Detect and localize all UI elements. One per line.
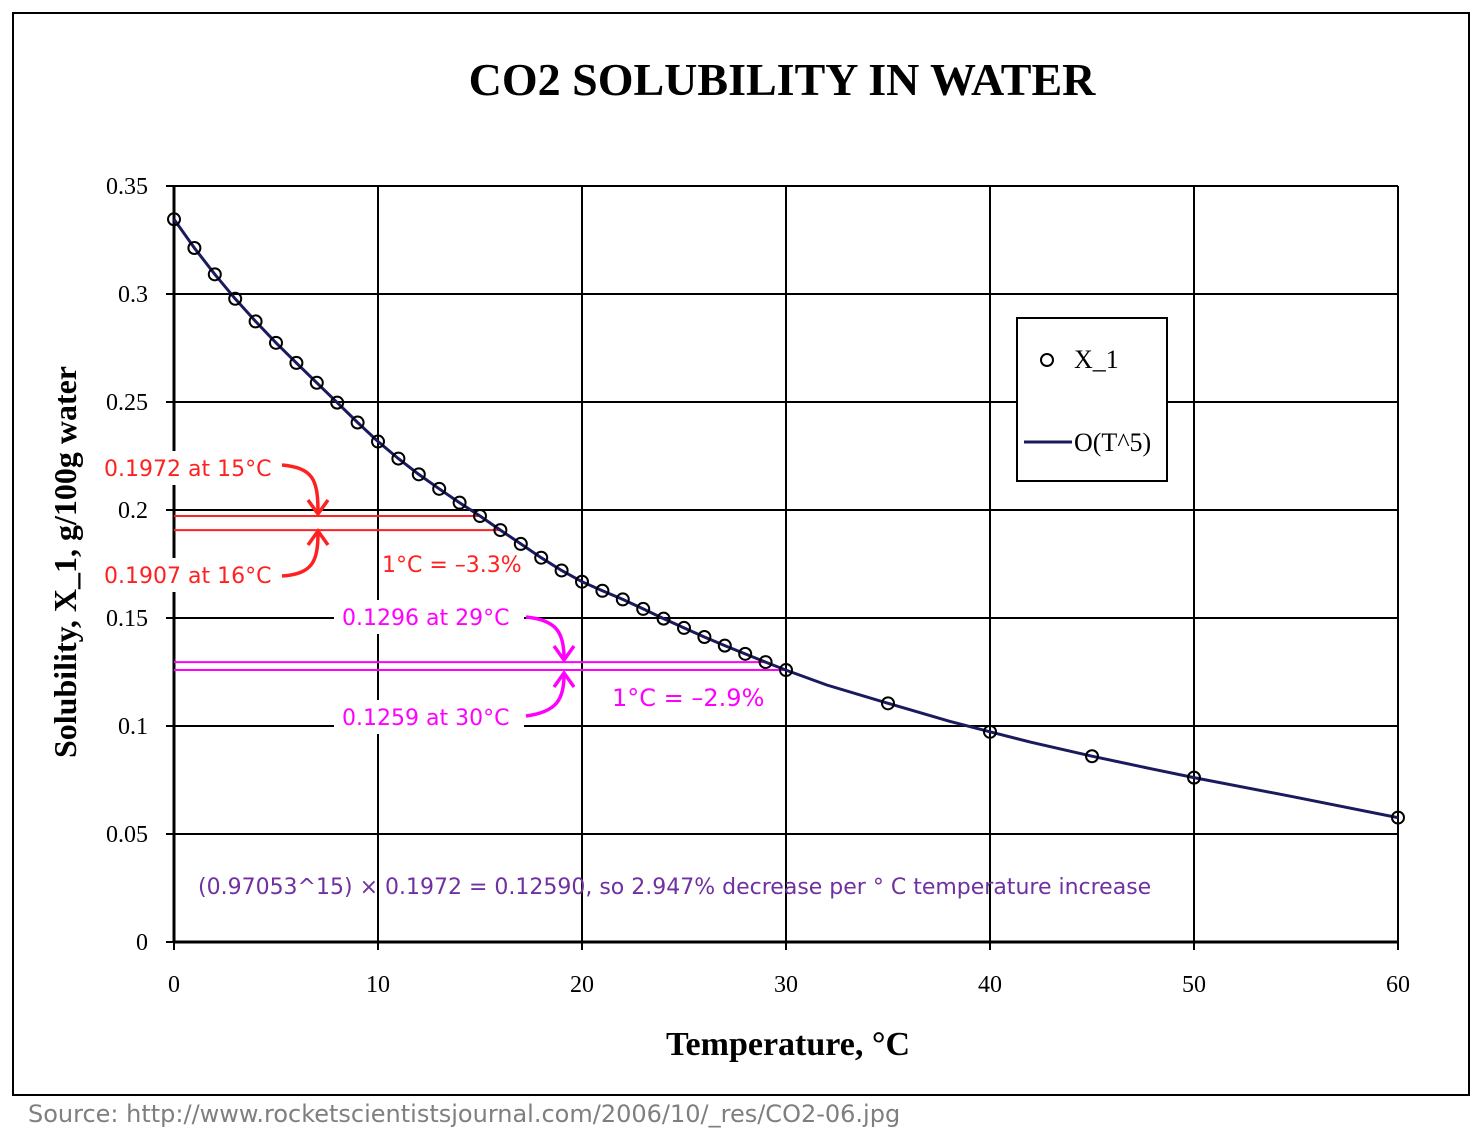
magenta-delta-label: 1°C = –2.9% [612, 684, 764, 712]
tick-labels: 0 0.05 0.1 0.15 0.2 0.25 0.3 0.35 0 10 20 30 40 50 60 [106, 174, 1410, 998]
data-point [269, 335, 283, 350]
formula-annotation: (0.97053^15) × 0.1972 = 0.12590, so 2.94… [198, 875, 1151, 900]
magenta-arrow-down [525, 615, 566, 659]
data-point [350, 415, 365, 430]
annotation-lines [174, 515, 786, 672]
data-point [615, 592, 630, 607]
data-point [881, 696, 895, 711]
data-point [677, 620, 691, 635]
legend-box [1016, 317, 1168, 482]
y-tick-label: 0.25 [106, 390, 148, 416]
legend-label-fit: O(T^5) [1074, 428, 1151, 457]
magenta-arrow-up [525, 674, 566, 718]
data-point [391, 451, 406, 466]
data-point [717, 638, 732, 653]
label-bg [334, 600, 524, 634]
data-point [432, 481, 447, 496]
y-tick-label: 0.1 [118, 714, 148, 740]
data-point [575, 574, 589, 589]
red-arrowhead-up [306, 527, 330, 547]
x-tick-label: 30 [774, 972, 798, 998]
x-axis-label: Temperature, °C [666, 1026, 910, 1063]
data-point [493, 523, 508, 538]
data-point [207, 267, 222, 282]
x-tick-label: 50 [1182, 972, 1206, 998]
red-delta-label: 1°C = –3.3% [382, 553, 522, 578]
data-point [983, 724, 997, 739]
data-point [697, 630, 712, 645]
data-point [534, 550, 549, 565]
data-point [473, 509, 487, 524]
data-point [1391, 810, 1405, 825]
data-point [779, 663, 793, 678]
magenta-annotation: 0.1296 at 29°C 0.1259 at 30°C 1°C = –2.9… [334, 600, 764, 734]
data-point [554, 563, 569, 578]
x-tick-label: 20 [570, 972, 594, 998]
data-point [595, 583, 610, 598]
x-tick-label: 10 [366, 972, 390, 998]
red-arrowhead-down [306, 498, 330, 518]
legend-label-x1: X_1 [1074, 345, 1119, 374]
label-bg [98, 451, 280, 485]
magenta-arrowhead-down [552, 644, 576, 664]
data-point [371, 434, 385, 449]
label-bg [334, 700, 524, 734]
magenta-label-30c: 0.1259 at 30°C [342, 706, 509, 731]
data-point [1187, 770, 1201, 785]
red-annotation: 0.1972 at 15°C 0.1907 at 16°C 1°C = –3.3… [98, 451, 522, 592]
data-point [513, 536, 528, 551]
red-label-15c: 0.1972 at 15°C [104, 457, 271, 482]
data-point [228, 291, 243, 306]
data-point [656, 611, 671, 626]
magenta-label-29c: 0.1296 at 29°C [342, 606, 509, 631]
legend-marker-x1 [1040, 353, 1054, 367]
label-bg [98, 558, 280, 592]
red-label-16c: 0.1907 at 16°C [104, 564, 271, 589]
data-point [248, 314, 263, 329]
data-point [758, 655, 773, 670]
chart-title: CO2 SOLUBILITY IN WATER [469, 54, 1096, 105]
data-point [1085, 749, 1099, 764]
data-point [309, 375, 324, 390]
data-point [167, 212, 181, 227]
data-point [330, 395, 345, 410]
x-tick-label: 40 [978, 972, 1002, 998]
data-point [187, 240, 202, 255]
y-tick-label: 0.3 [118, 282, 148, 308]
y-tick-label: 0.05 [106, 822, 148, 848]
data-point [289, 355, 304, 370]
x-tick-label: 0 [168, 972, 180, 998]
y-axis-label: Solubility, X_1, g/100g water [47, 366, 83, 758]
source-credit: Source: http://www.rocketscientistsjourn… [28, 1100, 901, 1128]
x-tick-label: 60 [1386, 972, 1410, 998]
fit-line-series [172, 218, 1399, 820]
series-layer [167, 212, 1405, 825]
data-point [452, 495, 467, 510]
chart-frame [12, 12, 1470, 1096]
y-tick-label: 0.2 [118, 498, 148, 524]
data-point [738, 646, 753, 661]
data-point [411, 467, 426, 482]
y-tick-label: 0.15 [106, 606, 148, 632]
data-point [636, 601, 651, 616]
legend: X_1 O(T^5) [1016, 317, 1168, 482]
magenta-arrowhead-up [552, 669, 576, 689]
y-tick-label: 0.35 [106, 174, 148, 200]
red-arrow-up [281, 532, 320, 578]
y-tick-label: 0 [136, 930, 148, 956]
gridlines [166, 185, 1399, 950]
red-arrow-down [281, 463, 320, 513]
